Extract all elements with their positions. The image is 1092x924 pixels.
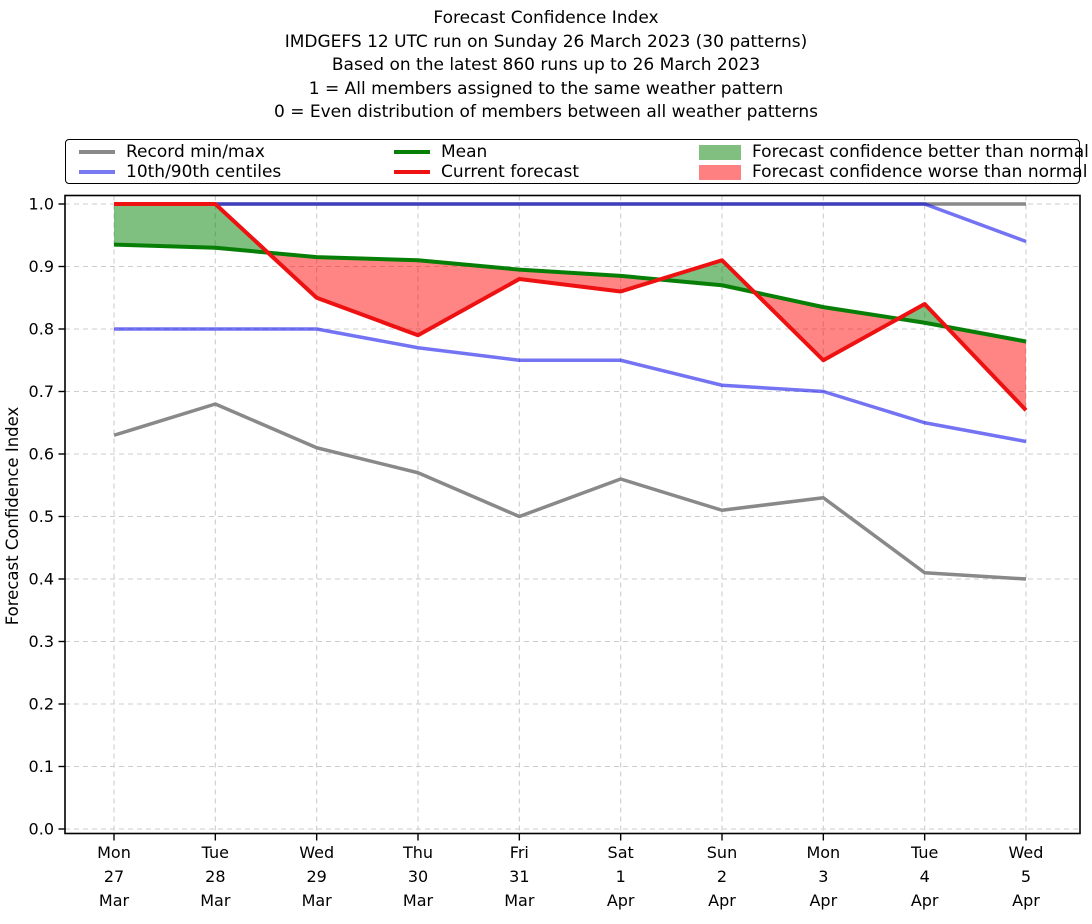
plot-background <box>65 195 1080 834</box>
legend-label: Record min/max <box>126 142 265 162</box>
y-tick-label: 0.4 <box>29 570 54 589</box>
x-tick-label: Apr <box>911 891 939 910</box>
legend-item-record-minmax: Record min/max <box>79 142 394 162</box>
y-tick-label: 1.0 <box>29 195 54 214</box>
x-tick-label: 5 <box>1021 867 1031 886</box>
legend-item-mean: Mean <box>394 142 699 162</box>
fill-better-than-normal <box>659 260 755 293</box>
title-line: Based on the latest 860 runs up to 26 Ma… <box>331 55 761 75</box>
legend-swatch-better <box>699 144 741 160</box>
y-tick-label: 0.0 <box>29 820 54 839</box>
chart-title-block: Forecast Confidence Index IMDGEFS 12 UTC … <box>0 7 1092 125</box>
x-tick-label: Fri <box>510 843 529 862</box>
x-tick-label: Mar <box>99 891 130 910</box>
legend-swatch-record-minmax <box>79 150 115 154</box>
y-tick-label: 0.6 <box>29 445 54 464</box>
x-tick-label: 1 <box>616 867 626 886</box>
legend-label: Forecast confidence better than normal <box>752 142 1089 162</box>
x-tick-label: Mar <box>403 891 434 910</box>
x-tick-label: Mar <box>302 891 333 910</box>
x-tick-label: Tue <box>910 843 938 862</box>
x-tick-label: 2 <box>717 867 727 886</box>
x-tick-label: Mar <box>504 891 535 910</box>
y-tick-label: 0.5 <box>29 507 54 526</box>
x-tick-label: Apr <box>708 891 736 910</box>
x-tick-label: 27 <box>104 867 124 886</box>
series-current-forecast <box>114 202 1028 412</box>
legend-label: Forecast confidence worse than normal <box>752 162 1088 182</box>
fill-better-than-normal <box>898 304 947 327</box>
y-axis-label: Forecast Confidence Index <box>3 407 22 626</box>
title-line: 0 = Even distribution of members between… <box>273 102 819 122</box>
legend-label: Current forecast <box>441 162 580 182</box>
x-tick-label: Apr <box>1012 891 1040 910</box>
y-tick-label: 0.1 <box>29 757 54 776</box>
y-tick-label: 0.7 <box>29 382 54 401</box>
legend: Record min/max Mean Forecast confidence be… <box>65 139 1089 184</box>
legend-item-better: Forecast confidence better than normal <box>699 142 1089 162</box>
series-record-min <box>113 402 1027 581</box>
legend-label: 10th/90th centiles <box>126 162 282 182</box>
x-tick-label: Wed <box>1009 843 1044 862</box>
legend-item-centiles: 10th/90th centiles <box>79 162 394 182</box>
x-tick-label: Sun <box>707 843 737 862</box>
x-tick-label: Sat <box>608 843 634 862</box>
series-90th-centile <box>114 202 1027 244</box>
x-tick-label: 3 <box>818 867 828 886</box>
x-tick-label: 29 <box>306 867 326 886</box>
plot-border <box>64 194 1081 835</box>
y-tick-label: 0.9 <box>29 257 54 276</box>
series-10th-centile <box>114 327 1027 444</box>
x-tick-label: Mon <box>97 843 131 862</box>
legend-swatch-centiles <box>79 170 115 174</box>
legend-swatch-worse <box>699 164 741 180</box>
x-tick-label: Apr <box>809 891 837 910</box>
title-line: IMDGEFS 12 UTC run on Sunday 26 March 20… <box>284 31 808 52</box>
x-tick-label: Mon <box>806 843 840 862</box>
legend-item-current-forecast: Current forecast <box>394 162 699 182</box>
fill-worse-than-normal <box>754 292 899 361</box>
x-tick-label: Wed <box>299 843 334 862</box>
x-tick-label: Apr <box>607 891 635 910</box>
legend-label: Mean <box>441 142 488 162</box>
x-tick-label: 4 <box>920 867 930 886</box>
x-tick-label: 31 <box>509 867 529 886</box>
x-tick-label: Mar <box>200 891 231 910</box>
legend-swatch-current-forecast <box>394 170 430 174</box>
x-tick-label: Tue <box>201 843 229 862</box>
title-line: 1 = All members assigned to the same wea… <box>308 78 784 99</box>
y-tick-label: 0.3 <box>29 632 54 651</box>
title-line: Forecast Confidence Index <box>433 8 659 28</box>
fill-better-than-normal <box>114 204 268 253</box>
y-tick-label: 0.2 <box>29 695 54 714</box>
legend-item-worse: Forecast confidence worse than normal <box>699 162 1089 182</box>
x-tick-label: 30 <box>408 867 428 886</box>
y-tick-label: 0.8 <box>29 320 54 339</box>
x-tick-label: 28 <box>205 867 225 886</box>
legend-swatch-mean <box>394 150 430 154</box>
x-tick-label: Thu <box>402 843 433 862</box>
